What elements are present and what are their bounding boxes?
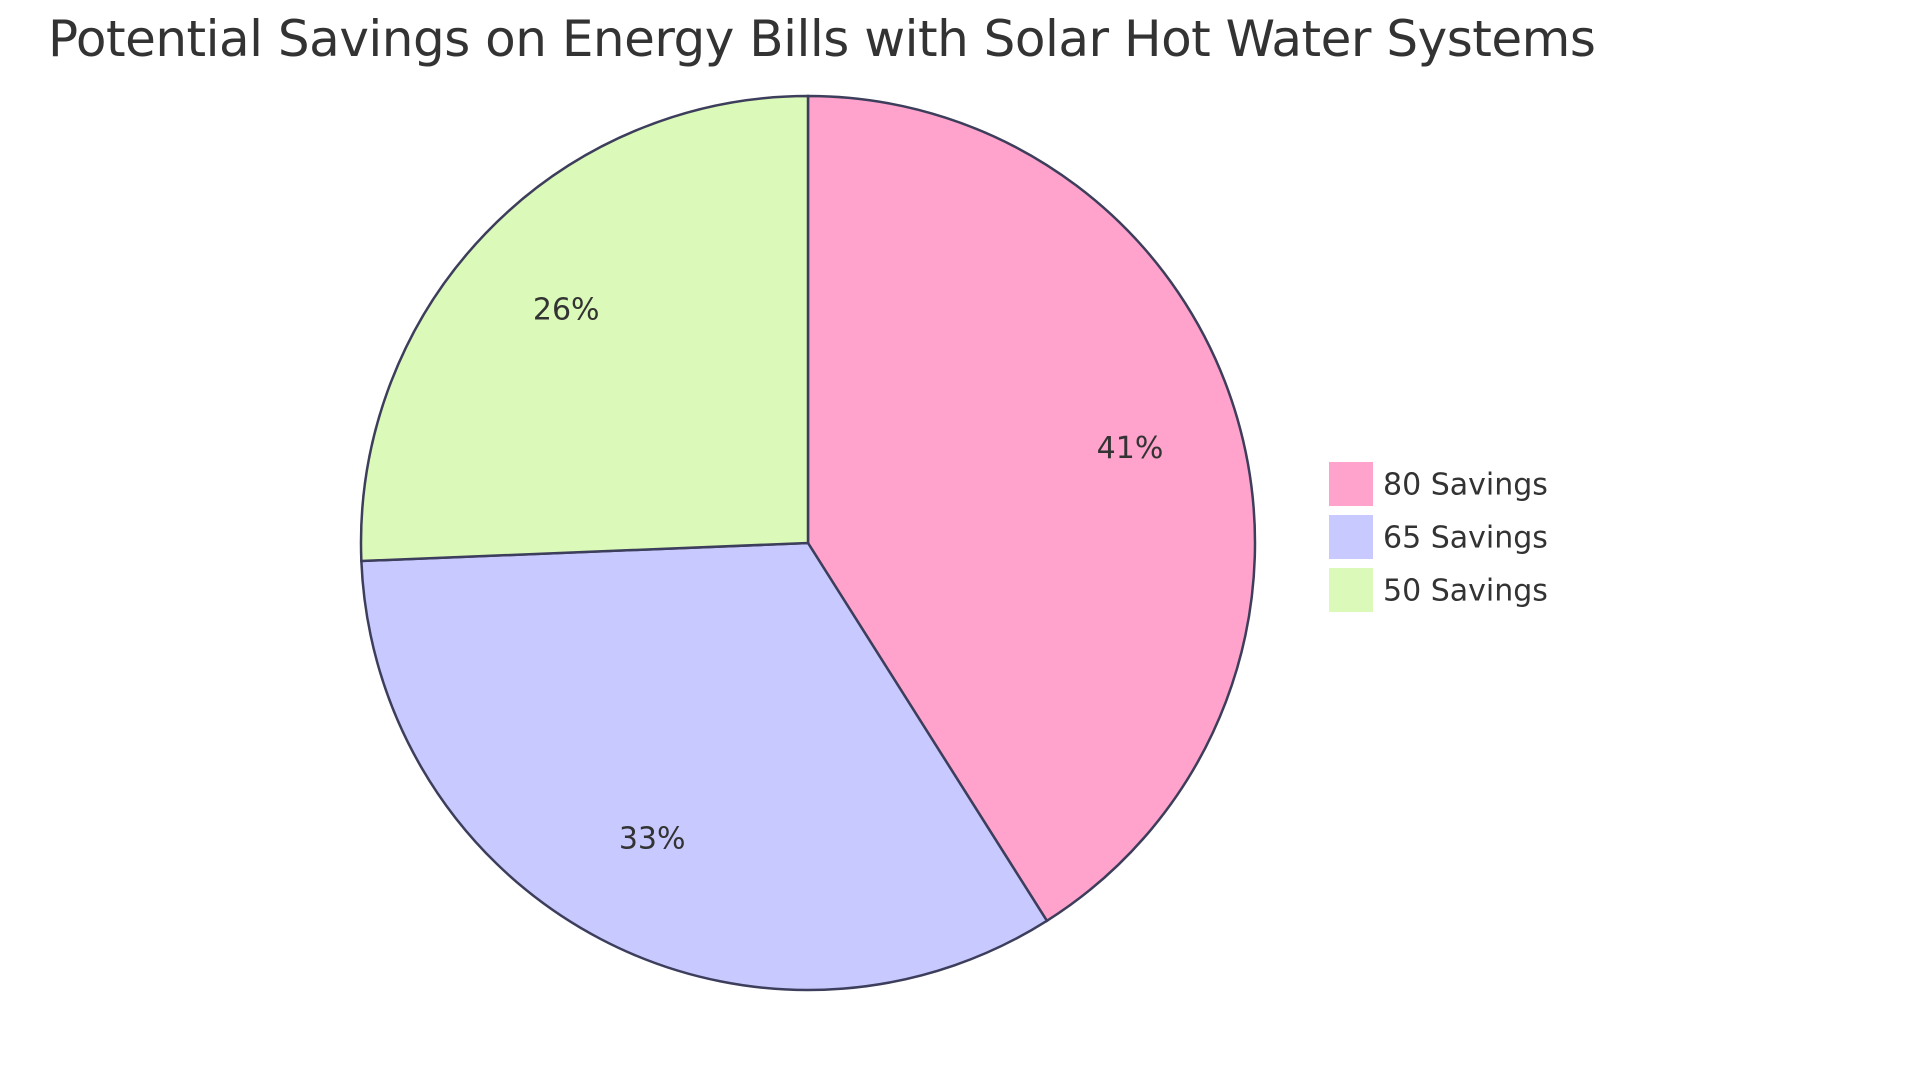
legend-label-1: 65 Savings — [1383, 521, 1548, 556]
pie-slice-label-2: 26% — [533, 292, 600, 327]
pie-slice-0 — [806, 94, 1257, 923]
pie-slice-label-0: 41% — [1097, 431, 1164, 466]
pie-slice-2 — [359, 94, 810, 563]
legend-label-2: 50 Savings — [1383, 574, 1548, 609]
pie-slice-labels: 41% 33% 26% — [533, 292, 1163, 856]
pie-slices — [359, 94, 1257, 992]
legend-swatch-2 — [1329, 568, 1373, 612]
legend-swatch-0 — [1329, 462, 1373, 506]
pie-slice-1 — [360, 541, 1049, 992]
pie-slice-label-1: 33% — [619, 821, 686, 856]
legend-label-0: 80 Savings — [1383, 468, 1548, 503]
legend: 80 Savings 65 Savings 50 Savings — [1329, 462, 1548, 612]
legend-swatch-1 — [1329, 515, 1373, 559]
chart-title: Potential Savings on Energy Bills with S… — [48, 10, 1596, 68]
